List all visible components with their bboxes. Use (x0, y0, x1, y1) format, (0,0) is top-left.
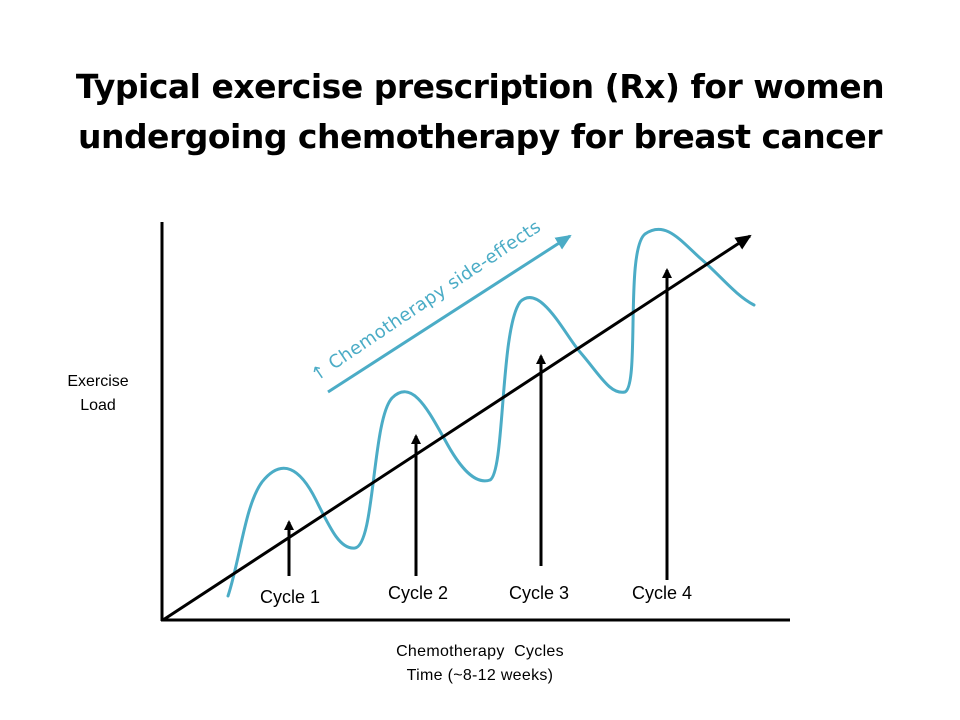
trend-arrow (162, 234, 752, 622)
exercise-load-curve (226, 227, 756, 598)
title-line-1: Typical exercise prescription (Rx) for w… (75, 67, 885, 106)
y-axis-label: Exercise Load (50, 370, 146, 418)
x-axis-label: Chemotherapy Cycles Time (~8-12 weeks) (330, 640, 630, 688)
slide-title: Typical exercise prescription (Rx) for w… (0, 62, 960, 162)
side-effects-label: ↑ Chemotherapy side-effects (307, 216, 545, 386)
cycle-4-label: Cycle 4 (632, 583, 693, 603)
x-axis-label-line-2: Time (~8-12 weeks) (406, 667, 554, 684)
y-axis-label-line-1: Exercise (67, 373, 129, 390)
x-axis-label-line-1: Chemotherapy Cycles (396, 643, 564, 660)
cycle-2-label: Cycle 2 (388, 583, 449, 603)
side-effects-arrow (327, 234, 572, 394)
cycle-1-label: Cycle 1 (260, 587, 321, 607)
title-line-2: undergoing chemotherapy for breast cance… (77, 117, 883, 156)
y-axis-label-line-2: Load (80, 397, 116, 414)
cycle-3-label: Cycle 3 (509, 583, 570, 603)
